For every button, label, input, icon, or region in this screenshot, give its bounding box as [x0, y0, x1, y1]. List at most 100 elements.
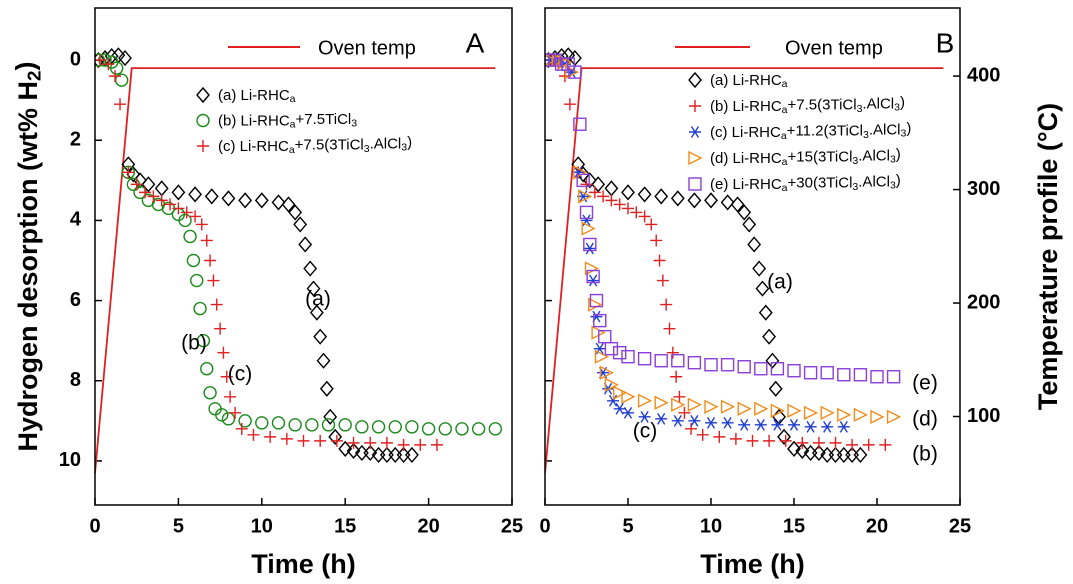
annotation: (c): [633, 420, 658, 443]
data-point: [328, 428, 343, 445]
x-tick-label: 20: [866, 515, 888, 537]
data-point: [654, 188, 669, 205]
data-point: [190, 273, 204, 288]
data-point: [288, 204, 303, 221]
y2-tick-label: 300: [967, 178, 1000, 200]
data-point: [811, 444, 826, 461]
data-point: [220, 370, 233, 383]
legend-marker: [688, 71, 702, 89]
data-point: [309, 304, 324, 321]
y-tick-label: 8: [70, 369, 81, 391]
data-point: [186, 253, 201, 268]
legend-label: (b) Li-RHCa​+7.5TiCl3​: [218, 111, 357, 130]
data-point: [305, 418, 319, 432]
data-point: [654, 395, 669, 410]
data-point: [886, 370, 901, 384]
data-point: [183, 229, 197, 244]
data-point: [746, 434, 759, 447]
data-point: [355, 420, 369, 434]
legend-marker: [196, 86, 210, 104]
legend-label: (b) Li-RHCa​+7.5(3TiCl3​.AlCl3​): [710, 94, 905, 116]
x-axis-label: Time (h): [251, 549, 356, 579]
data-point: [338, 418, 352, 432]
data-point: [104, 48, 119, 65]
data-point: [729, 432, 742, 445]
data-point: [613, 198, 626, 211]
legend-marker: [196, 113, 210, 128]
data-point: [853, 407, 868, 422]
data-point: [796, 436, 809, 449]
data-point: [210, 298, 223, 311]
data-point: [752, 260, 767, 277]
data-point: [638, 210, 651, 223]
data-point: [196, 333, 211, 348]
legend-marker: [197, 140, 209, 152]
data-point: [704, 358, 718, 372]
data-point: [836, 446, 851, 463]
data-point: [754, 418, 767, 431]
legend-label: Oven temp: [785, 37, 883, 59]
data-point: [254, 192, 269, 209]
data-point: [204, 254, 217, 267]
y-axis-label: Hydrogen desorption (wt% H2​): [11, 61, 46, 451]
data-point: [637, 186, 652, 203]
data-point: [95, 54, 107, 67]
data-point: [758, 304, 773, 321]
data-point: [804, 420, 817, 433]
data-point: [738, 418, 751, 431]
data-point: [579, 205, 594, 220]
data-point: [590, 310, 603, 323]
data-point: [720, 194, 735, 211]
data-point: [455, 422, 469, 436]
data-point: [573, 165, 588, 180]
data-point: [271, 416, 286, 430]
data-point: [303, 260, 318, 277]
data-point: [742, 216, 757, 233]
data-point: [812, 436, 825, 449]
data-point: [95, 52, 106, 69]
data-point: [178, 213, 192, 228]
data-point: [645, 218, 658, 231]
data-point: [763, 434, 776, 447]
data-point: [288, 418, 302, 432]
data-point: [217, 346, 230, 359]
data-point: [721, 416, 734, 429]
data-point: [604, 180, 619, 197]
data-point: [215, 408, 229, 422]
data-point: [862, 438, 875, 451]
data-point: [713, 430, 726, 443]
data-point: [673, 390, 686, 403]
data-point: [582, 172, 597, 189]
data-point: [594, 349, 610, 364]
data-point: [687, 356, 702, 370]
y-tick-label: 6: [70, 289, 81, 311]
x-tick-label: 0: [89, 515, 100, 537]
data-point: [109, 61, 124, 75]
panel-label: A: [466, 27, 485, 58]
data-point: [109, 70, 122, 83]
legend-marker: [689, 100, 701, 112]
x-tick-label: 0: [539, 515, 550, 537]
data-point: [563, 98, 576, 111]
data-point: [430, 438, 443, 451]
y2-tick-label: 400: [967, 64, 1000, 86]
data-point: [414, 438, 427, 451]
data-point: [193, 301, 207, 316]
data-point: [788, 418, 800, 431]
data-point: [235, 422, 248, 435]
annotation: (c): [228, 363, 253, 386]
data-point: [621, 389, 636, 404]
legend-label: Oven temp: [318, 37, 416, 59]
data-point: [837, 420, 850, 433]
plot-frame: [94, 7, 513, 506]
data-point: [584, 261, 600, 276]
plot-area: [95, 47, 503, 474]
annotation: (e): [912, 372, 938, 395]
data-point: [271, 194, 286, 211]
data-point: [779, 434, 792, 447]
data-point: [787, 440, 801, 457]
data-point: [637, 393, 653, 408]
data-point: [670, 370, 683, 383]
data-point: [591, 176, 606, 193]
data-point: [264, 430, 277, 443]
